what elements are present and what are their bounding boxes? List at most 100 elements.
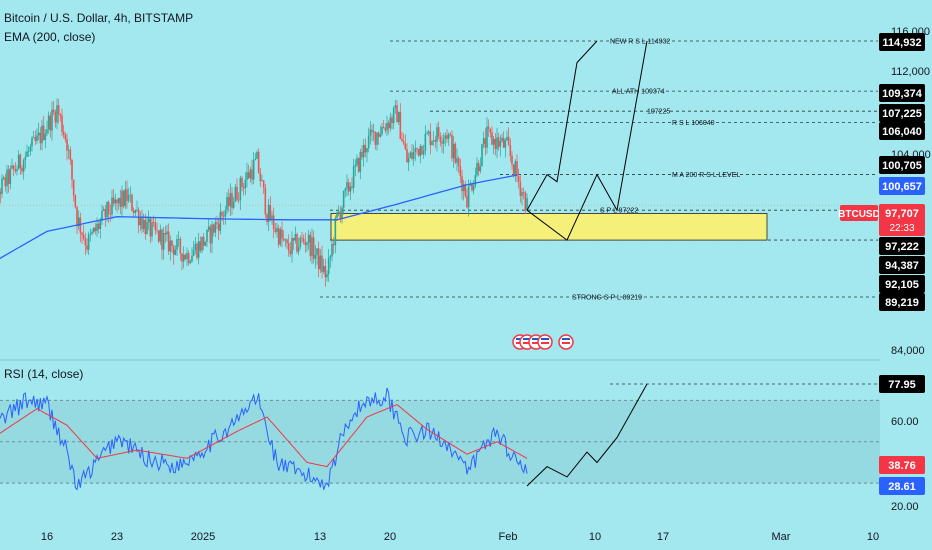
candle-body bbox=[102, 209, 105, 211]
x-tick-label: Feb bbox=[499, 531, 518, 543]
candle-body bbox=[254, 158, 257, 160]
candle-body bbox=[17, 154, 20, 170]
candle-body bbox=[446, 135, 448, 139]
candle-body bbox=[432, 140, 435, 142]
candle-body bbox=[202, 236, 205, 246]
candle-body bbox=[112, 197, 115, 204]
candle-body bbox=[296, 234, 298, 252]
candle-body bbox=[501, 137, 503, 142]
candle-body bbox=[509, 144, 512, 156]
candle-body bbox=[454, 143, 457, 163]
candle-body bbox=[234, 186, 237, 202]
candle-body bbox=[232, 201, 235, 208]
candle-body bbox=[222, 215, 225, 217]
candle-body bbox=[517, 176, 520, 182]
x-tick-label: 13 bbox=[314, 531, 326, 543]
candle-body bbox=[97, 223, 100, 230]
candle-body bbox=[109, 213, 112, 215]
candle-body bbox=[231, 192, 233, 208]
candle-body bbox=[387, 122, 390, 129]
price-tag-bg bbox=[879, 33, 925, 51]
candle-body bbox=[304, 242, 307, 246]
x-tick-label: 2025 bbox=[191, 531, 215, 543]
price-tag: 106,040 bbox=[879, 122, 925, 140]
candle-body bbox=[12, 165, 15, 170]
candle-body bbox=[134, 209, 137, 213]
candle-body bbox=[331, 243, 333, 257]
candle-body bbox=[457, 158, 460, 167]
candle-body bbox=[147, 218, 150, 223]
candle-body bbox=[327, 258, 330, 275]
candle-body bbox=[197, 241, 200, 258]
candle-body bbox=[412, 151, 415, 159]
price-tag-bg bbox=[879, 237, 925, 255]
candle-body bbox=[119, 197, 122, 207]
candle-body bbox=[156, 229, 158, 231]
candle-body bbox=[361, 151, 363, 158]
candle-body bbox=[332, 243, 335, 246]
candle-body bbox=[442, 138, 445, 144]
candle-body bbox=[84, 238, 87, 246]
x-tick-label: Mar bbox=[772, 531, 791, 543]
rsi-tag-bg bbox=[879, 456, 925, 474]
price-tag-text: 89,219 bbox=[885, 297, 919, 309]
candle-body bbox=[441, 141, 443, 144]
candle-body bbox=[16, 169, 18, 172]
candle-body bbox=[352, 166, 355, 188]
candle-body bbox=[366, 148, 368, 153]
candle-body bbox=[341, 207, 343, 219]
candle-body bbox=[251, 169, 253, 180]
candle-body bbox=[401, 139, 403, 142]
candle-body bbox=[162, 233, 165, 250]
candle-body bbox=[424, 133, 427, 151]
candle-body bbox=[239, 177, 242, 201]
candle-body bbox=[236, 186, 238, 200]
rsi-tag: 77.95 bbox=[879, 375, 925, 393]
candle-body bbox=[37, 132, 40, 136]
y-tick-label: 112,000 bbox=[891, 66, 930, 78]
candle-body bbox=[346, 182, 348, 189]
candle-body bbox=[227, 197, 230, 207]
candle-body bbox=[174, 249, 177, 255]
level-annotation: 107225 bbox=[647, 109, 670, 116]
price-tag: 114,932 bbox=[879, 33, 925, 51]
rsi-tag: 28.61 bbox=[879, 477, 925, 495]
candle-body bbox=[169, 240, 172, 252]
candle-body bbox=[316, 248, 318, 256]
candle-body bbox=[206, 230, 208, 242]
candle-body bbox=[224, 210, 227, 217]
price-tag-text: 94,387 bbox=[885, 260, 919, 272]
event-flag-icon-stripe bbox=[562, 338, 570, 340]
candle-body bbox=[302, 238, 305, 243]
price-tag-text: 109,374 bbox=[882, 88, 923, 100]
candle-body bbox=[194, 243, 197, 250]
candle-body bbox=[159, 229, 162, 242]
candle-body bbox=[386, 122, 388, 131]
candle-body bbox=[481, 144, 483, 167]
candle-body bbox=[402, 141, 405, 144]
candle-body bbox=[439, 136, 442, 142]
candle-body bbox=[199, 241, 202, 251]
level-annotation: STRONG S P L 89219 bbox=[572, 295, 642, 302]
level-annotation: R S L 106040 bbox=[672, 120, 715, 127]
candle-body bbox=[434, 140, 437, 142]
candle-body bbox=[54, 112, 57, 123]
candle-body bbox=[289, 250, 292, 255]
price-tag-text: 100,705 bbox=[882, 160, 922, 172]
candle-body bbox=[512, 164, 515, 176]
candle-body bbox=[409, 152, 412, 158]
candle-body bbox=[511, 155, 513, 165]
price-tag: 89,219 bbox=[879, 293, 925, 311]
x-tick-label: 20 bbox=[384, 531, 396, 543]
price-tag: 109,374 bbox=[879, 84, 925, 102]
candle-body bbox=[417, 148, 420, 156]
ema-line bbox=[0, 174, 518, 260]
candle-body bbox=[117, 197, 120, 204]
rsi-tag-text: 38.76 bbox=[888, 460, 916, 472]
candle-body bbox=[276, 227, 278, 232]
candle-body bbox=[24, 156, 27, 161]
candle-body bbox=[319, 255, 322, 270]
candle-body bbox=[419, 145, 422, 156]
candle-body bbox=[94, 227, 97, 232]
candle-body bbox=[157, 230, 160, 242]
